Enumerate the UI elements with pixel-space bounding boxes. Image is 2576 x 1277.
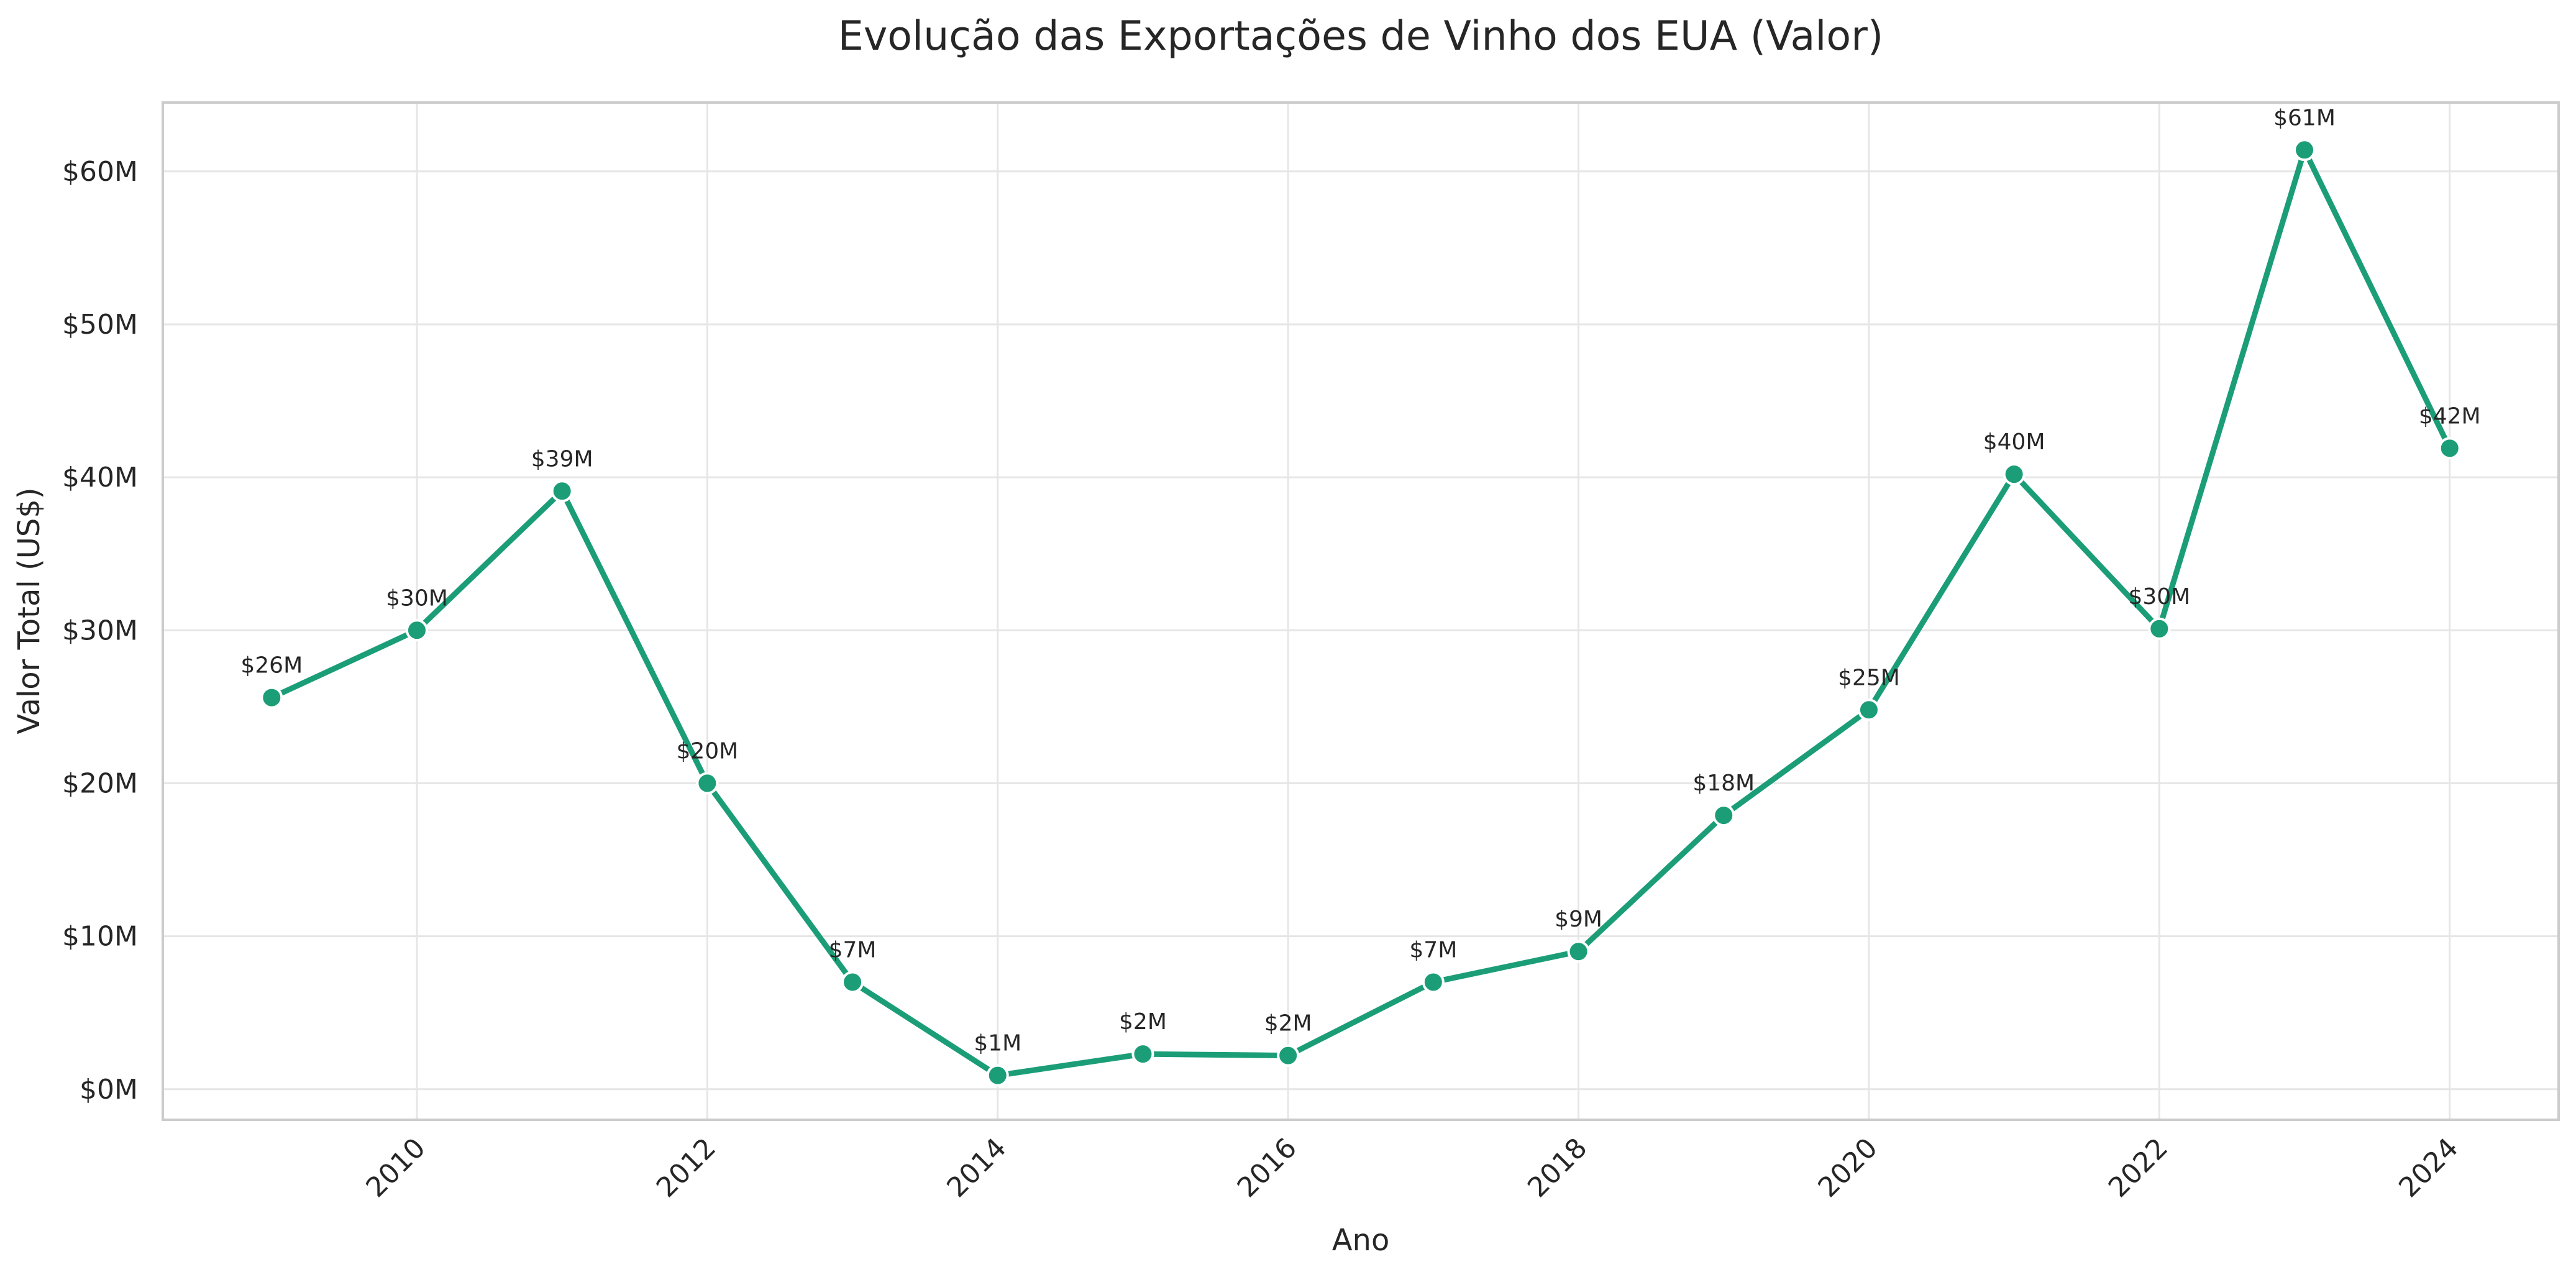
data-point xyxy=(841,971,864,994)
data-label: $1M xyxy=(974,1031,1021,1056)
y-tick-label: $0M xyxy=(80,1074,138,1105)
x-tick-label: 2016 xyxy=(1231,1132,1303,1204)
data-point xyxy=(1277,1044,1300,1067)
data-point xyxy=(2438,437,2461,460)
data-point xyxy=(1712,804,1735,827)
data-point xyxy=(1567,940,1590,963)
data-label: $40M xyxy=(1983,429,2045,455)
series-line xyxy=(268,147,2453,1079)
data-label: $25M xyxy=(1838,665,1900,690)
x-axis-label: Ano xyxy=(1332,1223,1390,1258)
data-label: $26M xyxy=(240,653,303,679)
data-point xyxy=(2148,617,2171,640)
y-tick-label: $60M xyxy=(62,156,138,188)
data-label: $30M xyxy=(386,585,448,611)
data-label: $20M xyxy=(676,738,738,764)
y-tick-labels: $0M $10M $20M $30M $40M $50M $60M xyxy=(62,156,138,1105)
y-tick-label: $30M xyxy=(62,615,138,646)
data-point xyxy=(550,480,573,503)
data-label: $7M xyxy=(829,937,877,963)
x-tick-label: 2010 xyxy=(360,1132,432,1204)
grid-lines xyxy=(163,103,2559,1120)
data-label: $2M xyxy=(1119,1009,1167,1035)
data-label: $9M xyxy=(1555,907,1602,932)
x-tick-label: 2020 xyxy=(1812,1132,1883,1204)
x-tick-label: 2024 xyxy=(2393,1132,2464,1204)
x-tick-label: 2014 xyxy=(941,1132,1012,1204)
plot-area-border xyxy=(162,101,2560,1121)
y-tick-label: $20M xyxy=(62,767,138,799)
data-label: $39M xyxy=(531,446,593,472)
x-tick-label: 2012 xyxy=(651,1132,722,1204)
y-axis-label: Valor Total (US$) xyxy=(12,487,47,734)
x-tick-label: 2022 xyxy=(2103,1132,2174,1204)
x-tick-labels: 2010 2012 2014 2016 2018 2020 2022 2024 xyxy=(360,1132,2465,1204)
data-point xyxy=(2003,463,2026,486)
data-point xyxy=(1131,1043,1154,1066)
data-label: $30M xyxy=(2128,584,2190,610)
y-tick-label: $10M xyxy=(62,921,138,953)
chart-title: Evolução das Exportações de Vinho dos EU… xyxy=(838,13,1883,60)
data-point xyxy=(2293,139,2316,162)
data-point xyxy=(405,619,428,642)
y-tick-label: $50M xyxy=(62,309,138,341)
series-layer xyxy=(260,139,2461,1087)
data-label: $42M xyxy=(2419,403,2481,429)
data-point xyxy=(986,1064,1009,1087)
data-point xyxy=(260,686,283,709)
data-point xyxy=(1422,971,1445,994)
data-point xyxy=(1857,698,1880,721)
data-label: $2M xyxy=(1264,1011,1312,1037)
data-point xyxy=(696,772,719,795)
y-tick-label: $40M xyxy=(62,462,138,493)
data-label: $18M xyxy=(1692,771,1755,796)
data-labels: $26M $30M $39M $20M $7M $1M $2M $2M $7M $9M $18M $2… xyxy=(240,105,2480,1056)
data-label: $61M xyxy=(2273,105,2336,130)
data-label: $7M xyxy=(1409,937,1457,963)
x-tick-label: 2018 xyxy=(1522,1132,1593,1204)
